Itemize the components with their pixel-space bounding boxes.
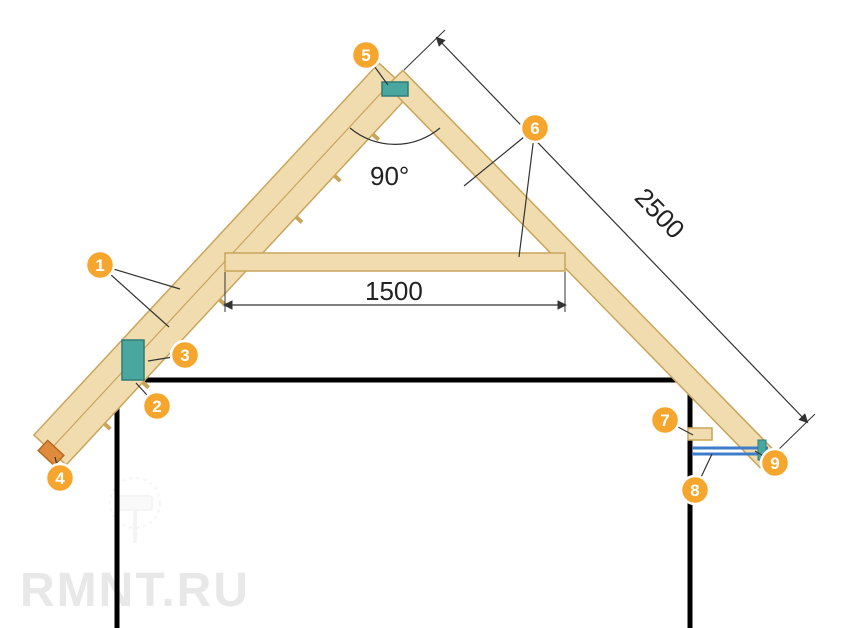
callout-number: 8 xyxy=(690,481,699,500)
collar-tie xyxy=(225,253,565,271)
callout-number: 1 xyxy=(95,256,104,275)
callout-number: 6 xyxy=(530,119,539,138)
angle-label: 90° xyxy=(370,161,409,191)
callout-number: 3 xyxy=(180,346,189,365)
roof-truss-diagram: 90° 1500 2500 1 2 3 4 5 6 7 8 9 xyxy=(0,0,850,628)
wall-plate-left xyxy=(122,340,144,380)
walls xyxy=(117,380,690,628)
callout-number: 9 xyxy=(770,454,779,473)
callout-number: 2 xyxy=(152,397,161,416)
callout-number: 7 xyxy=(660,411,669,430)
callout-number: 4 xyxy=(55,469,65,488)
ridge-plate xyxy=(382,82,408,96)
dim-rafter: 2500 xyxy=(404,30,815,454)
apex-angle: 90° xyxy=(350,128,440,191)
dim-collar-label: 1500 xyxy=(365,276,423,306)
dim-collar: 1500 xyxy=(225,272,565,312)
dim-rafter-label: 2500 xyxy=(629,182,691,244)
callout-number: 5 xyxy=(361,46,370,65)
